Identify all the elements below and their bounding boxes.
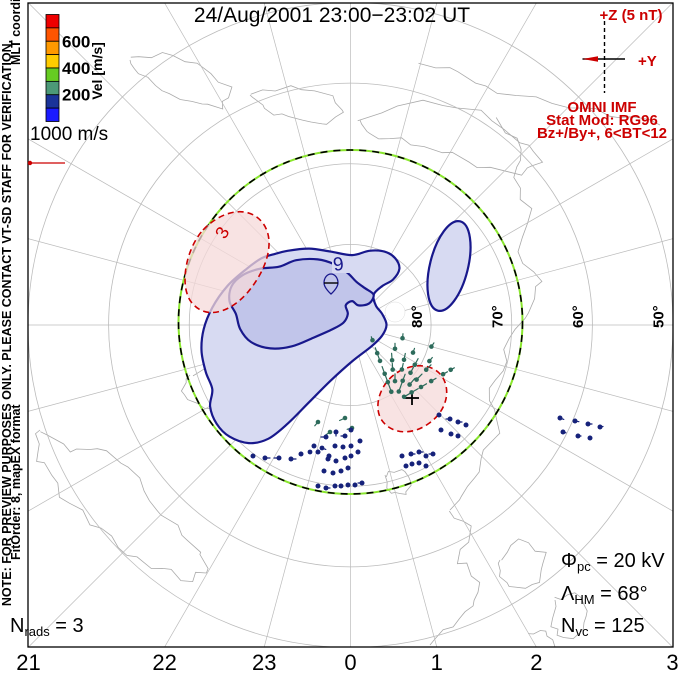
- svg-text:+Z (5 nT): +Z (5 nT): [600, 7, 663, 24]
- svg-text:60°: 60°: [570, 305, 587, 328]
- svg-text:ΛHM = 68°: ΛHM = 68°: [561, 583, 648, 607]
- svg-text:600: 600: [62, 33, 90, 52]
- svg-text:Φpc = 20 kV: Φpc = 20 kV: [561, 550, 665, 574]
- svg-text:21: 21: [16, 650, 40, 674]
- svg-text:24/Aug/2001 23:00−23:02 UT: 24/Aug/2001 23:00−23:02 UT: [194, 4, 470, 27]
- svg-text:70°: 70°: [490, 305, 507, 328]
- svg-text:80°: 80°: [409, 305, 426, 328]
- svg-text:Nrads = 3: Nrads = 3: [10, 615, 84, 639]
- svg-text:23: 23: [252, 650, 276, 674]
- svg-text:Bz+/By+, 6<BT<12: Bz+/By+, 6<BT<12: [537, 125, 667, 142]
- svg-text:+Y: +Y: [638, 53, 657, 70]
- svg-text:FitOrder: 8, mapEX format: FitOrder: 8, mapEX format: [9, 404, 23, 560]
- svg-text:1: 1: [431, 650, 443, 674]
- svg-text:400: 400: [62, 59, 90, 78]
- svg-text:1000 m/s: 1000 m/s: [30, 124, 108, 145]
- svg-text:3: 3: [666, 650, 678, 674]
- svg-text:0: 0: [344, 650, 356, 674]
- svg-text:50°: 50°: [651, 305, 668, 328]
- svg-text:200: 200: [62, 86, 90, 105]
- svg-text:22: 22: [152, 650, 176, 674]
- svg-text:Nvc = 125: Nvc = 125: [561, 615, 645, 639]
- svg-text:MLT coordinates: MLT coordinates: [9, 0, 23, 65]
- svg-text:2: 2: [530, 650, 542, 674]
- svg-text:Vel [m/s]: Vel [m/s]: [89, 42, 105, 100]
